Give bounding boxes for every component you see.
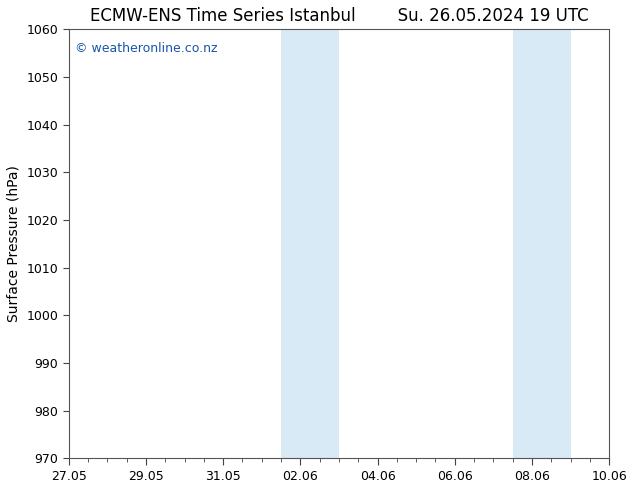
Title: ECMW-ENS Time Series Istanbul        Su. 26.05.2024 19 UTC: ECMW-ENS Time Series Istanbul Su. 26.05.… xyxy=(89,7,588,25)
Bar xyxy=(513,29,541,458)
Bar xyxy=(541,29,571,458)
Y-axis label: Surface Pressure (hPa): Surface Pressure (hPa) xyxy=(7,165,21,322)
Bar xyxy=(281,29,310,458)
Text: © weatheronline.co.nz: © weatheronline.co.nz xyxy=(75,42,217,55)
Bar xyxy=(310,29,339,458)
